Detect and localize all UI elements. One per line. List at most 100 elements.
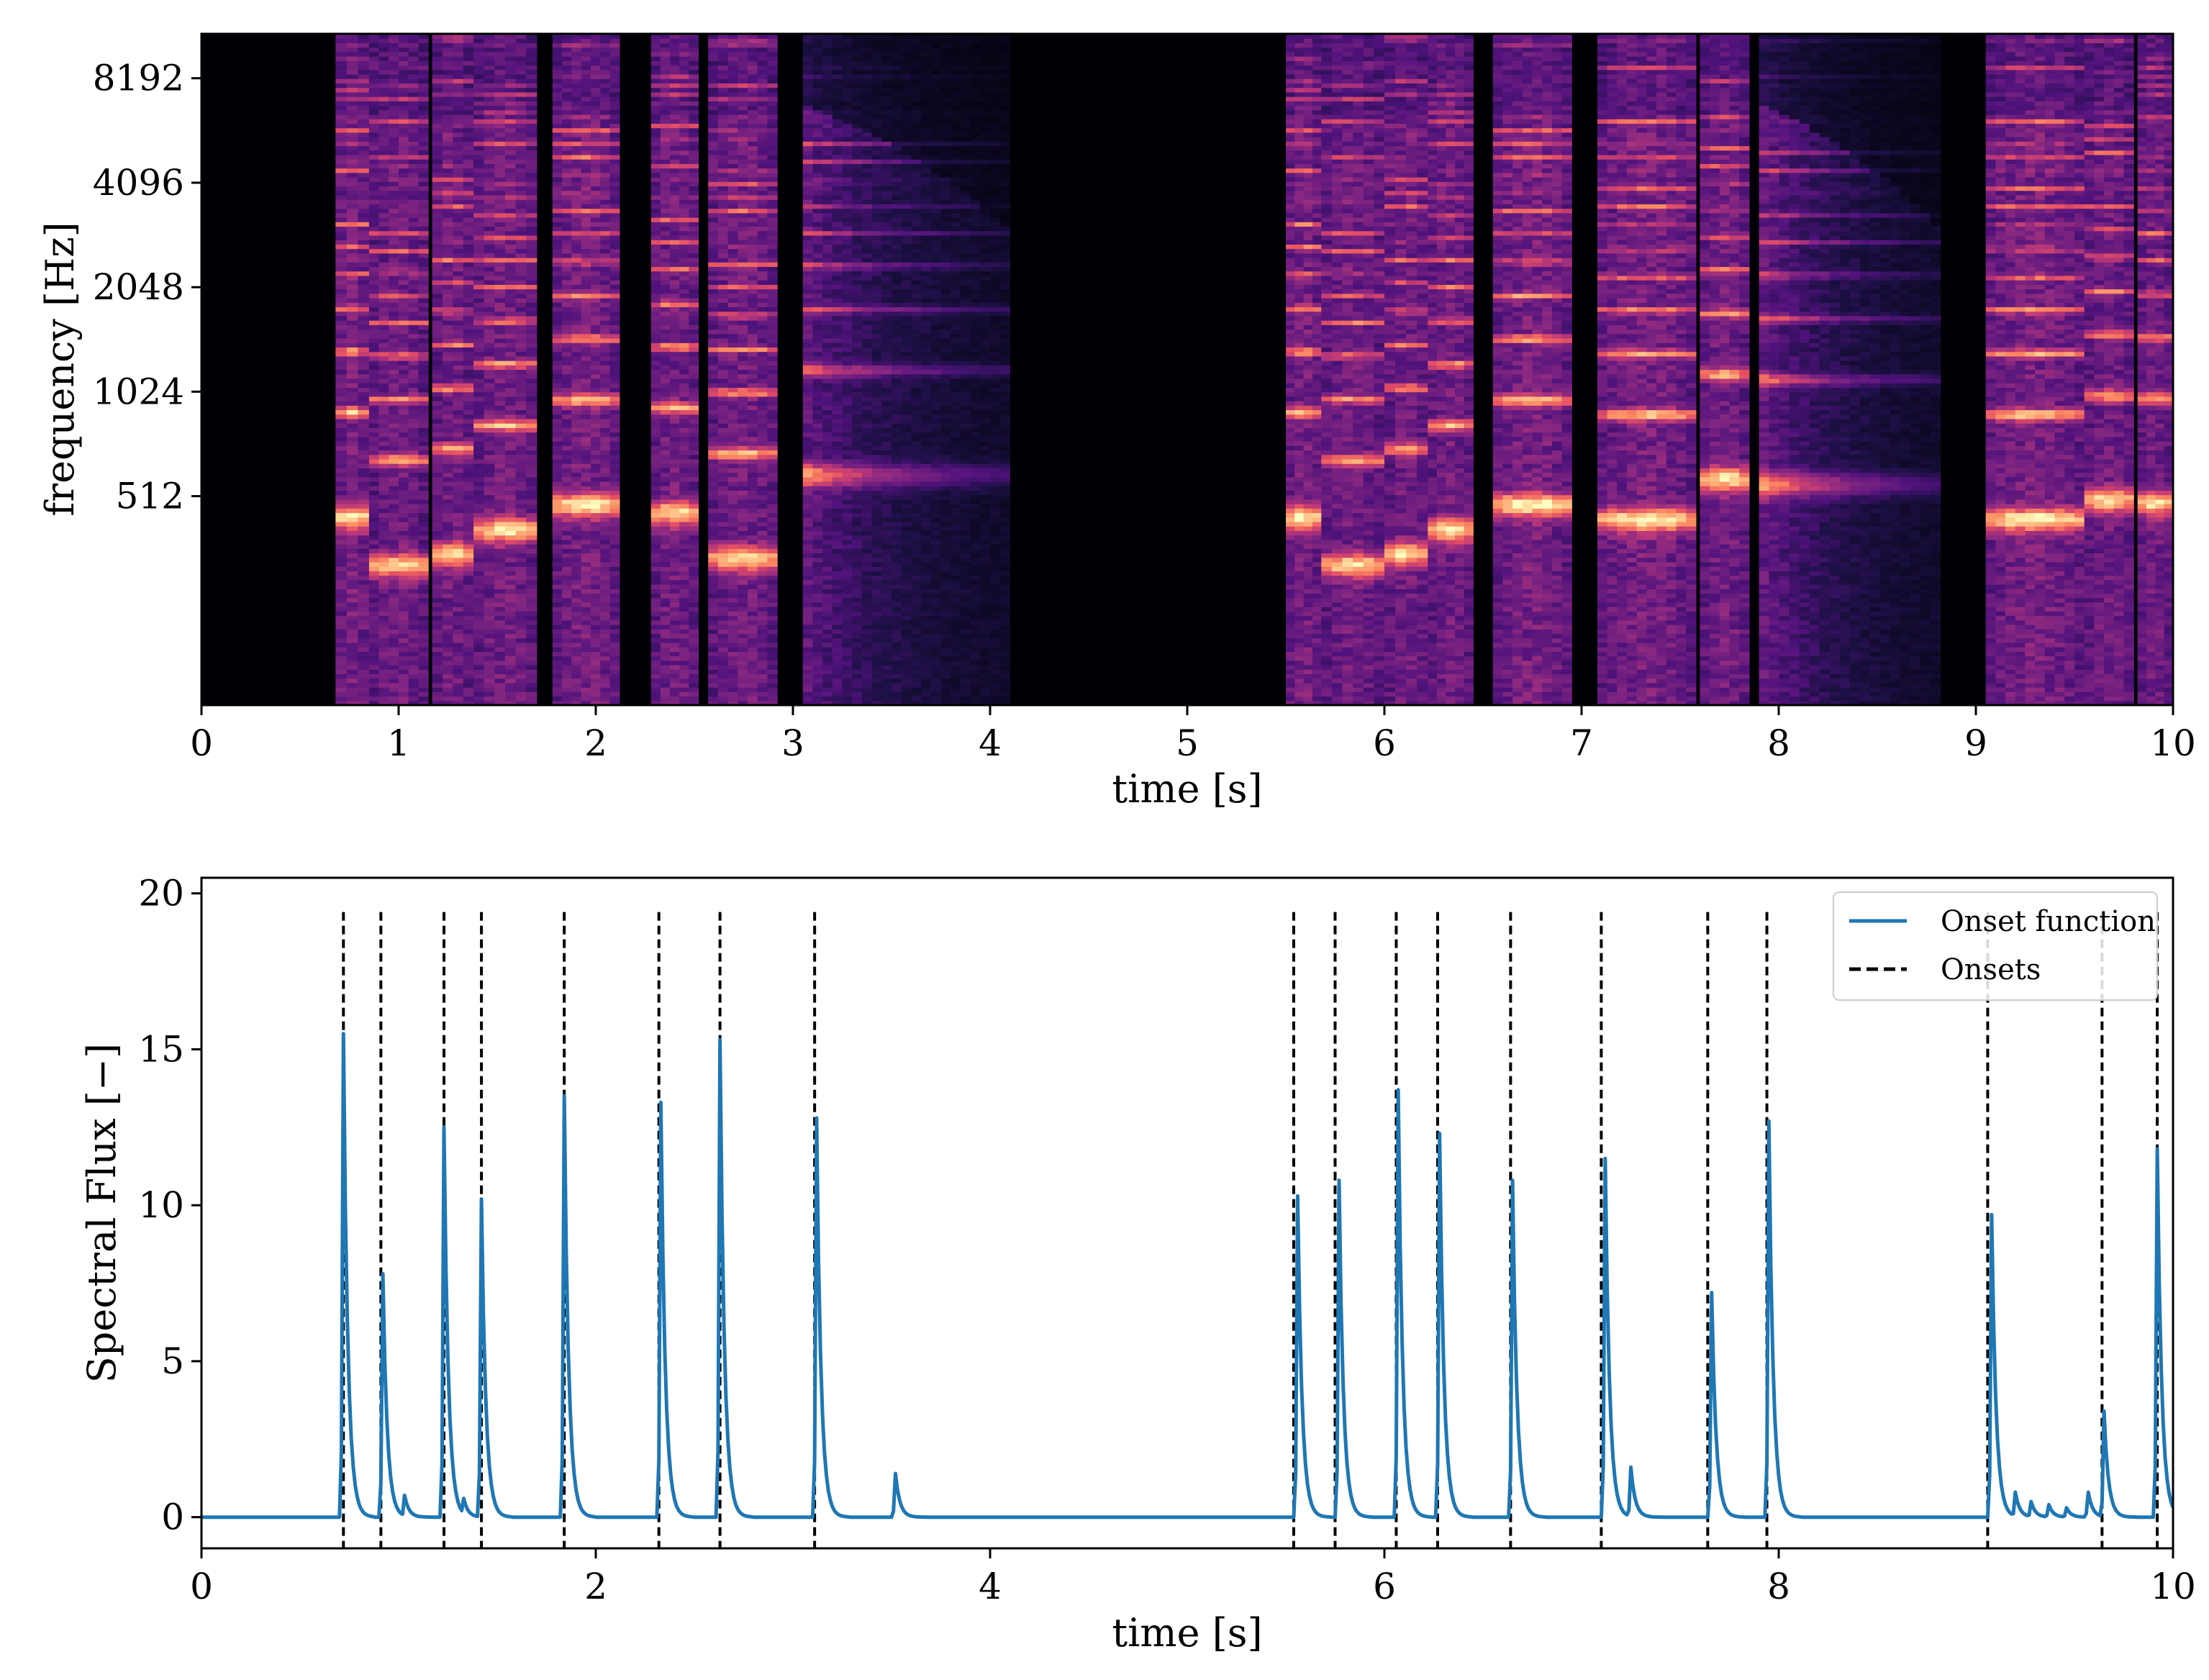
spectrogram-cell [335,561,348,567]
spectrogram-cell [600,266,611,272]
spectrogram-cell [484,637,495,643]
spectrogram-cell [408,445,419,451]
spectrogram-cell [358,387,370,393]
spectrogram-cell [453,311,464,317]
spectrogram-cell [552,119,563,124]
spectrogram-cell [399,355,409,361]
spectrogram-cell [453,307,464,312]
spectrogram-cell [515,324,527,330]
spectrogram-cell [590,427,601,433]
spectrogram-cell [571,405,582,411]
spectrogram-cell [650,262,661,268]
spectrogram-cell [590,651,601,657]
spectrogram-cell [581,369,591,375]
spectrogram-cell [442,172,453,178]
spectrogram-cell [368,204,380,209]
spectrogram-cell [346,34,358,39]
spectrogram-cell [399,508,409,514]
spectrogram-cell [484,194,495,200]
spectrogram-cell [484,544,495,549]
spectrogram-cell [670,468,680,473]
spectrogram-cell [473,123,485,129]
spectrogram-cell [463,601,474,607]
spectrogram-cell [504,258,517,263]
spectrogram-cell [484,530,495,536]
spectrogram-cell [600,105,611,111]
spectrogram-cell [600,633,611,639]
spectrogram-cell [590,504,601,509]
spectrogram-cell [432,307,443,312]
spectrogram-cell [670,673,680,679]
spectrogram-cell [358,566,370,571]
spectrogram-cell [526,651,537,657]
spectrogram-cell [378,401,389,406]
spectrogram-cell [581,387,591,393]
spectrogram-cell [408,530,419,536]
spectrogram-cell [660,637,671,643]
spectrogram-cell [442,530,453,536]
spectrogram-cell [346,230,358,236]
spectrogram-cell [600,42,611,48]
spectrogram-cell [408,293,419,299]
spectrogram-cell [650,673,661,679]
spectrogram-cell [679,190,689,196]
spectrogram-cell [399,65,409,71]
spectrogram-cell [432,409,443,415]
spectrogram-cell [368,579,380,585]
spectrogram-cell [590,324,601,330]
spectrogram-cell [484,369,495,375]
spectrogram-cell [389,73,399,79]
spectrogram-cell [708,396,719,401]
spectrogram-cell [463,177,474,182]
spectrogram-cell [389,387,399,393]
spectrogram-cell [660,159,671,164]
spectrogram-cell [727,571,738,576]
spectrogram-cell [562,320,572,325]
spectrogram-cell [473,589,485,594]
spectrogram-cell [358,432,370,437]
spectrogram-cell [473,168,485,173]
spectrogram-cell [670,494,680,500]
spectrogram-cell [335,194,348,200]
spectrogram-cell [600,253,611,258]
spectrogram-cell [600,593,611,599]
spectrogram-cell [660,145,671,151]
spectrogram-cell [473,432,485,437]
spectrogram-cell [689,481,699,486]
spectrogram-cell [473,230,485,236]
spectrogram-cell [408,65,419,71]
spectrogram-cell [660,186,671,191]
spectrogram-cell [358,619,370,625]
spectrogram-cell [679,508,689,514]
spectrogram-cell [515,655,527,661]
spectrogram-cell [571,678,582,684]
spectrogram-cell [717,369,729,375]
spectrogram-cell [660,91,671,97]
spectrogram-cell [389,494,399,500]
spectrogram-cell [453,696,464,701]
spectrogram-cell [581,553,591,558]
spectrogram-cell [679,275,689,281]
spectrogram-cell [346,275,358,281]
spectrogram-cell [717,579,729,585]
spectrogram-cell [484,458,495,464]
spectrogram-cell [609,194,620,200]
spectrogram-cell [463,337,474,343]
spectrogram-cell [484,190,495,196]
spectrogram-cell [590,186,601,191]
spectrogram-cell [562,423,572,428]
spectrogram-cell [670,526,680,532]
spectrogram-cell [504,244,517,250]
spectrogram-cell [504,199,517,204]
spectrogram-cell [552,454,563,460]
spectrogram-cell [650,307,661,312]
spectrogram-cell [609,324,620,330]
spectrogram-cell [679,561,689,567]
spectrogram-cell [717,494,729,500]
spectrogram-cell [358,427,370,433]
spectrogram-cell [408,579,419,585]
spectrogram-cell [378,575,389,581]
spectrogram-cell [609,468,620,473]
spectrogram-cell [609,360,620,365]
spectrogram-cell [494,34,506,39]
